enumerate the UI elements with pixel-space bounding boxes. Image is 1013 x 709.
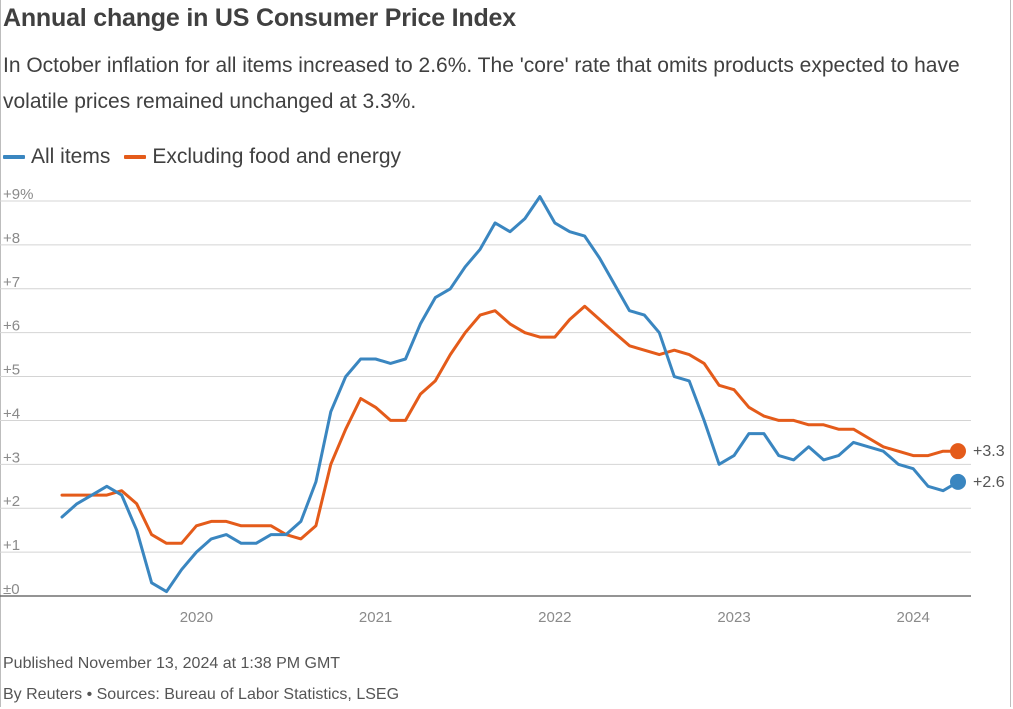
legend: All items Excluding food and energy [3,143,415,171]
published-note: Published November 13, 2024 at 1:38 PM G… [3,655,341,672]
x-tick-label: 2022 [538,609,571,626]
y-tick-label: +8 [3,230,20,247]
x-tick-label: 2021 [359,609,392,626]
y-tick-label: +6 [3,318,20,335]
x-tick-label: 2020 [180,609,213,626]
series-lines [60,195,960,594]
legend-swatch-core [124,155,147,159]
x-tick-label: 2024 [897,609,930,626]
end-dot-all-items [950,473,966,490]
y-tick-label: ±0 [3,581,20,598]
end-label-core: +3.3 [973,443,1005,460]
y-tick-label: +3 [3,449,20,466]
chart-title: Annual change in US Consumer Price Index [3,4,516,32]
end-dot-core [950,443,966,460]
y-axis-ticks: ±0 +1 +2 +3 +4 +5 +6 +7 +8 +9% [3,186,33,598]
legend-swatch-all-items [3,155,25,159]
gridlines [0,200,971,597]
legend-item-all-items: All items [3,145,110,169]
end-markers: +3.3 +2.6 [950,443,1005,491]
series-line-core [60,304,960,545]
legend-label-all-items: All items [31,145,111,168]
y-tick-label: +1 [3,537,20,554]
x-axis-ticks: 2020 2021 2022 2023 2024 [180,609,930,626]
end-label-all-items: +2.6 [973,474,1005,491]
y-tick-label: +4 [3,405,20,422]
y-tick-label: +7 [3,274,20,291]
y-tick-label: +9% [3,186,33,203]
sources-note: By Reuters • Sources: Bureau of Labor St… [3,686,400,703]
legend-label-core: Excluding food and energy [152,145,402,168]
series-line-all-items [60,195,960,594]
chart-subtitle: In October inflation for all items incre… [3,54,960,113]
y-tick-label: +2 [3,493,20,510]
x-tick-label: 2023 [717,609,750,626]
line-chart: ±0+1+2+3+4+5+6+7+8+9% 2020 2021 2022 2023 20… [0,186,1005,626]
y-tick-label: +5 [3,362,20,379]
legend-item-core: Excluding food and energy [124,145,401,169]
